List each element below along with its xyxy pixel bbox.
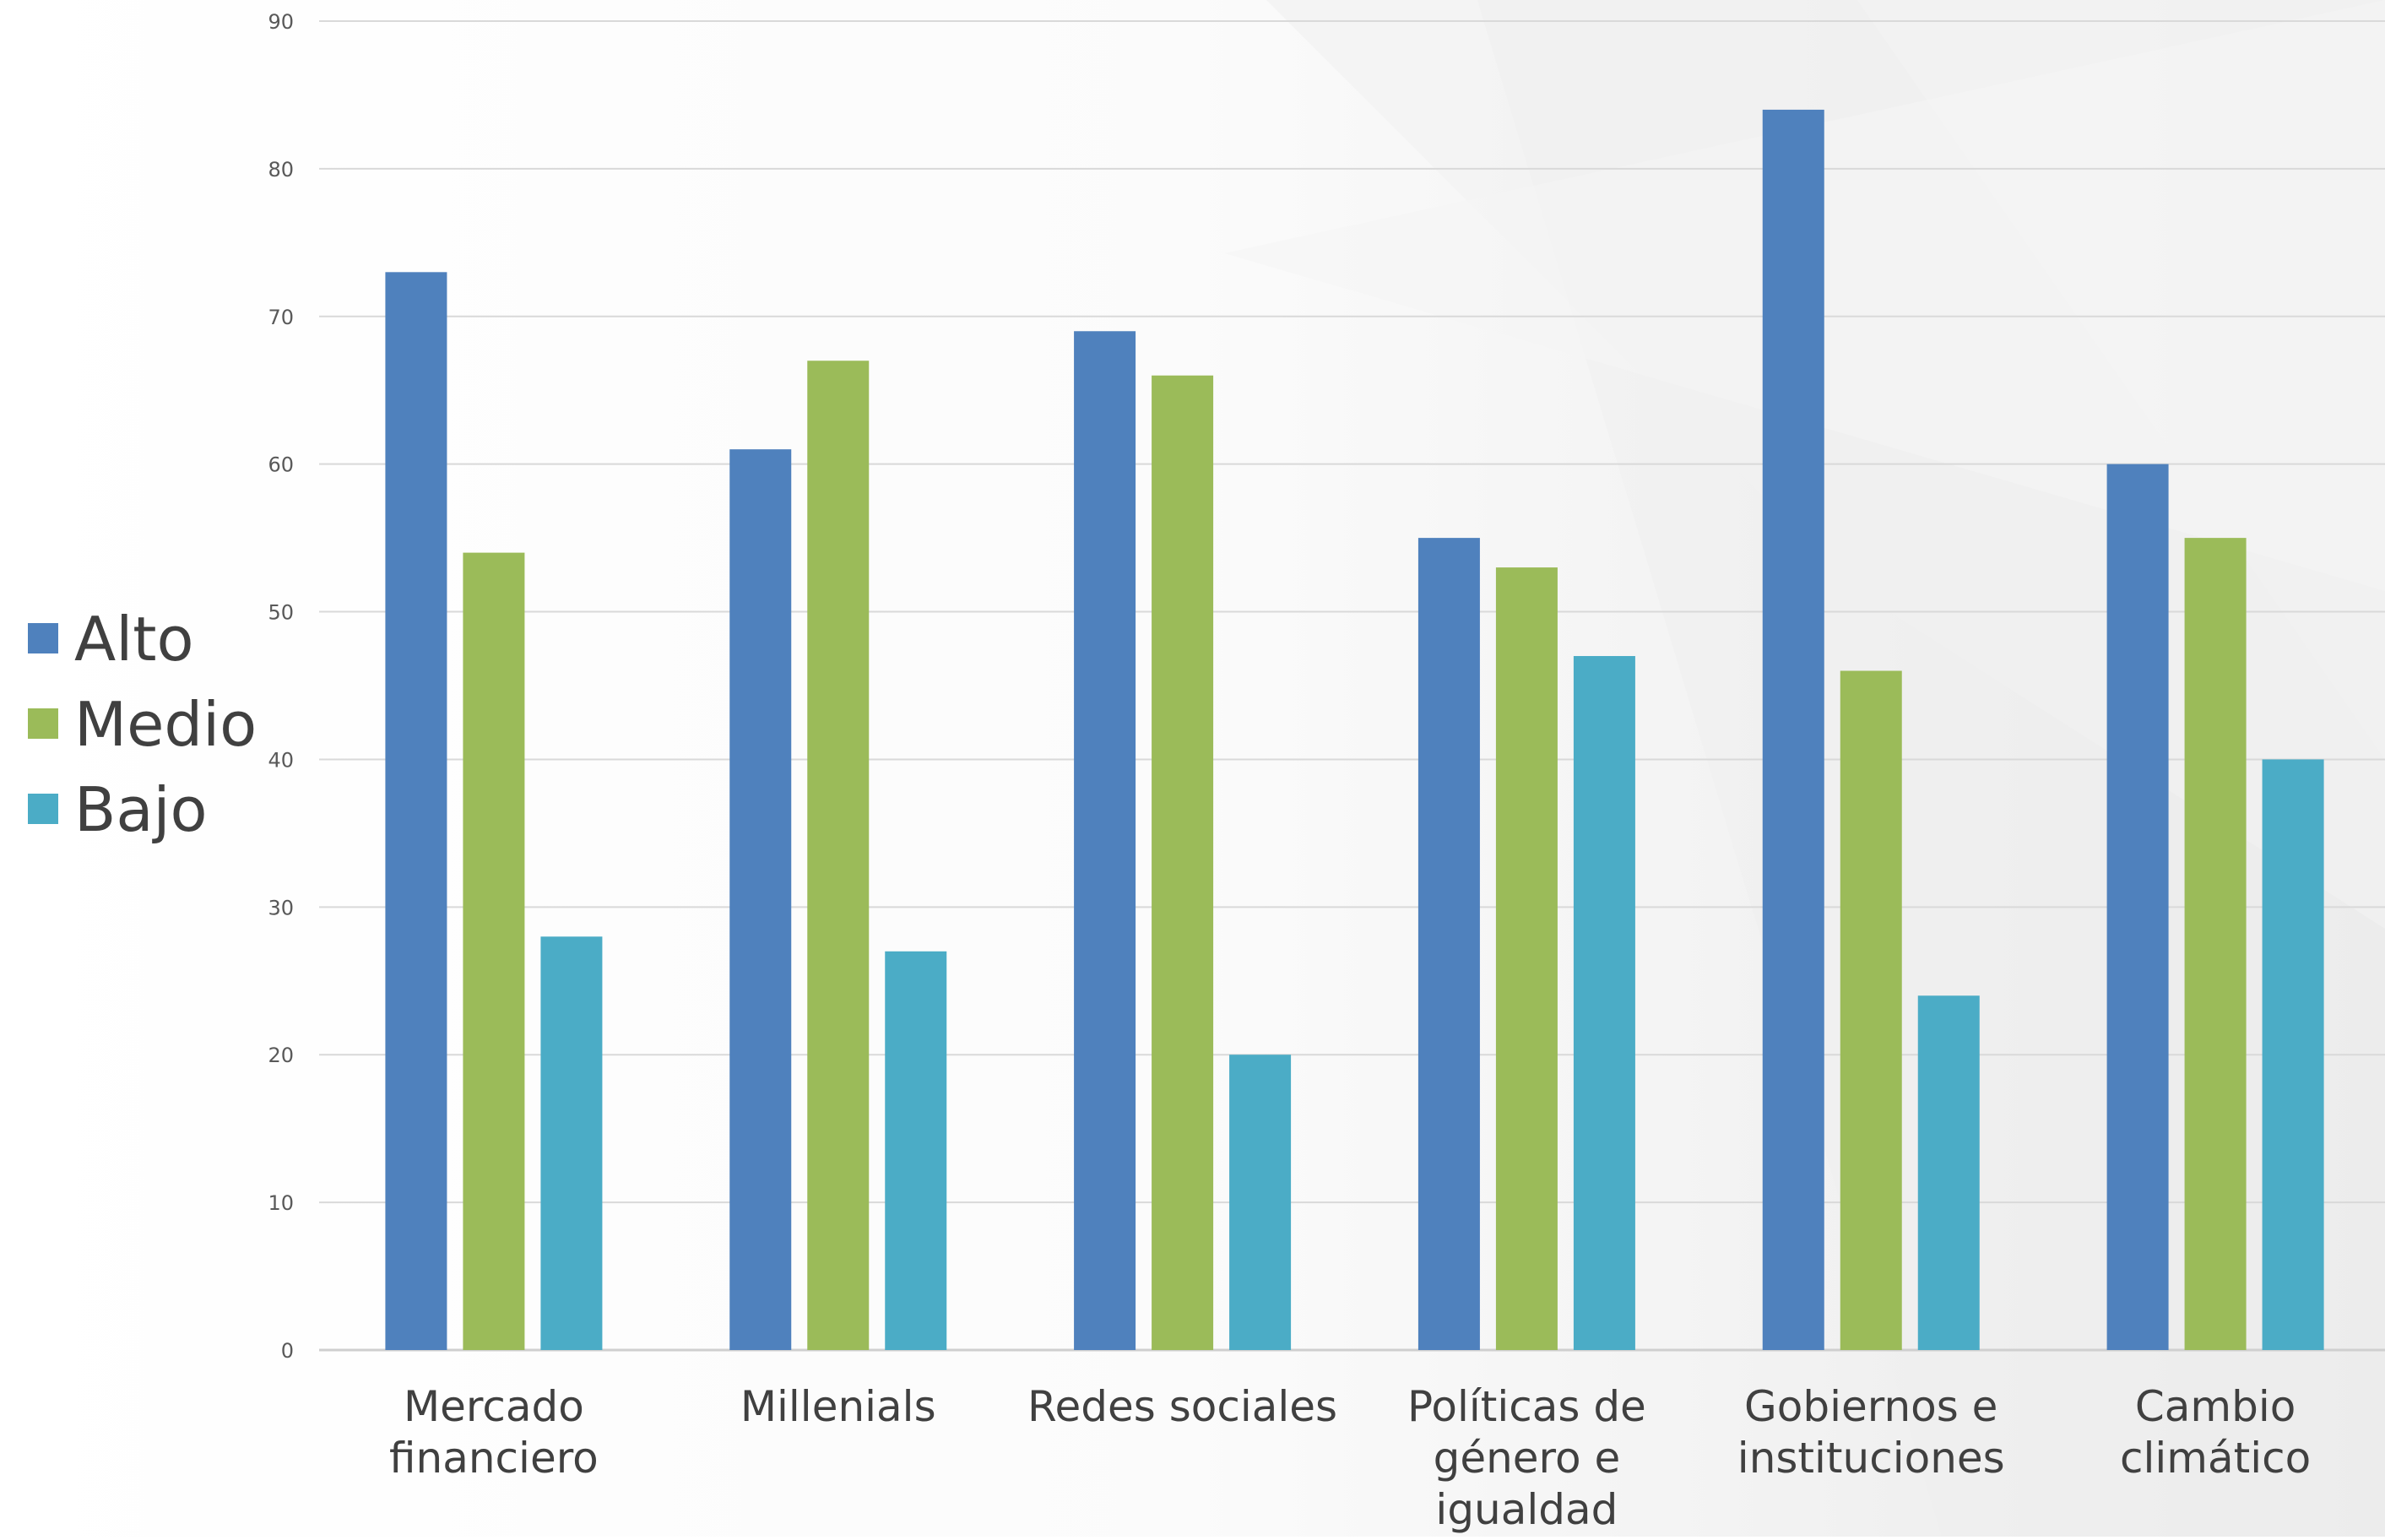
bar-alto: [1074, 331, 1136, 1351]
legend-label: Alto: [74, 604, 194, 675]
bar-medio: [1495, 567, 1558, 1350]
x-category-label: Millenials: [740, 1382, 936, 1431]
y-axis-ticks: 0 10 20 30 40 50 60 70 80 90: [268, 10, 294, 1363]
x-category-label: Gobiernos e instituciones: [1737, 1382, 2005, 1483]
y-tick-label: 60: [268, 453, 294, 477]
bar-alto: [1417, 538, 1480, 1350]
bar-medio: [1840, 670, 1902, 1350]
bar-bajo: [885, 951, 947, 1350]
bars: [385, 109, 2324, 1351]
y-tick-label: 0: [281, 1339, 294, 1363]
bar-bajo: [540, 936, 603, 1350]
y-tick-label: 20: [268, 1044, 294, 1067]
bar-alto: [2106, 464, 2169, 1350]
y-tick-label: 40: [268, 748, 294, 772]
bar-medio: [2184, 538, 2247, 1350]
x-category-label: Mercado financiero: [389, 1382, 599, 1483]
y-tick-label: 30: [268, 896, 294, 919]
bar-alto: [385, 272, 447, 1351]
x-axis-labels: Mercado financiero Millenials Redes sociale…: [389, 1382, 2311, 1534]
bar-alto: [1762, 109, 1824, 1350]
x-category-label: Políticas de género e igualdad: [1407, 1382, 1646, 1534]
y-tick-label: 10: [268, 1191, 294, 1215]
x-category-label: Cambio climático: [2120, 1382, 2311, 1483]
bar-bajo: [2262, 759, 2324, 1350]
legend-label: Medio: [74, 689, 257, 760]
bar-bajo: [1573, 656, 1635, 1350]
legend-swatch: [28, 708, 58, 739]
bar-medio: [1152, 375, 1214, 1350]
gridlines: [319, 20, 2385, 1352]
legend-label: Bajo: [74, 774, 208, 845]
y-tick-label: 80: [268, 158, 294, 182]
x-category-label: Redes sociales: [1027, 1382, 1337, 1431]
bar-medio: [463, 552, 525, 1350]
legend-swatch: [28, 623, 58, 653]
bar-alto: [729, 449, 792, 1351]
bar-medio: [807, 361, 870, 1351]
legend: Alto Medio Bajo: [28, 604, 257, 845]
bar-bajo: [1917, 995, 1980, 1350]
y-tick-label: 70: [268, 306, 294, 329]
y-tick-label: 50: [268, 601, 294, 625]
legend-swatch: [28, 794, 58, 824]
y-tick-label: 90: [268, 10, 294, 34]
bar-bajo: [1229, 1055, 1292, 1350]
